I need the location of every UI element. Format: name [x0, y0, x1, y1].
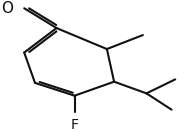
- Text: F: F: [70, 118, 78, 132]
- Text: O: O: [1, 1, 13, 16]
